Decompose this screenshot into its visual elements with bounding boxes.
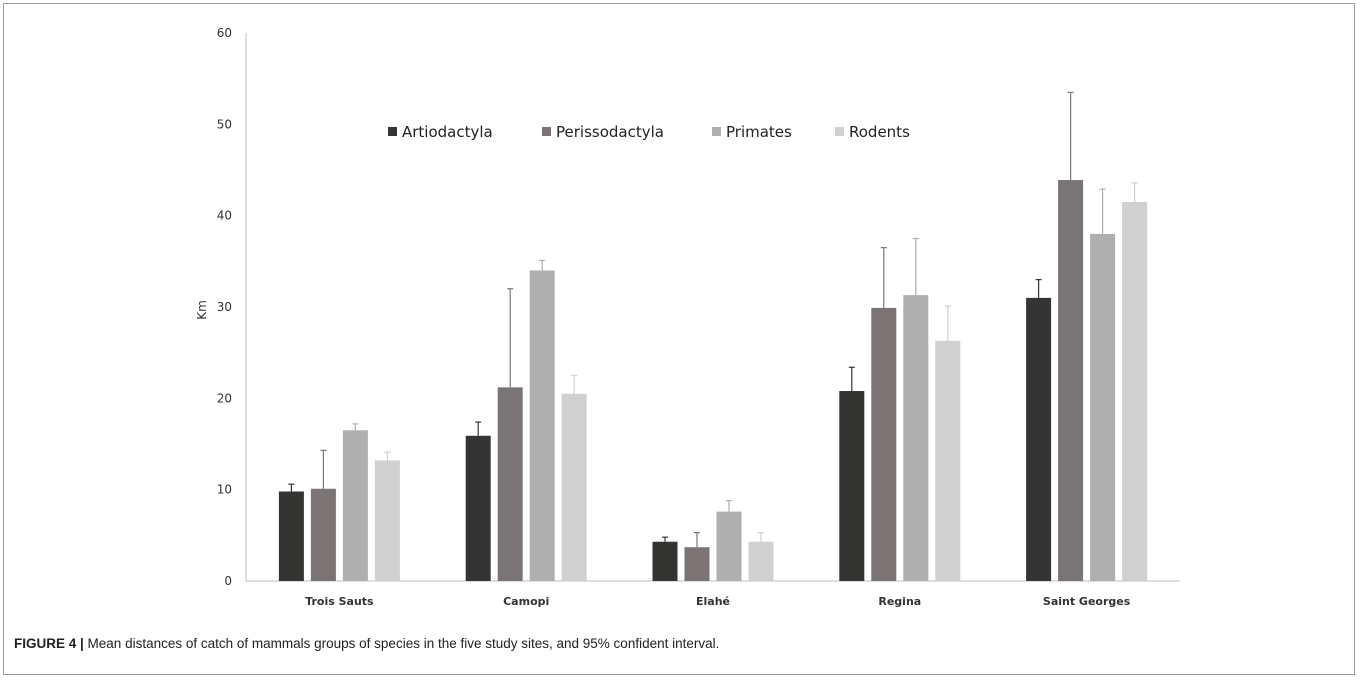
legend-swatch [388,127,397,136]
figure-caption-text: Mean distances of catch of mammals group… [83,636,720,651]
bar [497,387,523,581]
y-tick-label: 60 [217,26,232,40]
bar [465,435,491,581]
y-tick-label: 0 [224,574,232,588]
legend-swatch [712,127,721,136]
axis-labels: 0 10 20 30 40 50 60 Km Trois Sauts Camopi Elahé Reg… [195,26,1131,608]
bar [529,270,555,581]
bar [935,340,961,581]
x-tick-label: Trois Sauts [305,595,374,608]
bar [839,391,865,581]
legend-swatch [835,127,844,136]
bar [871,307,897,581]
bar [1026,297,1052,581]
figure-caption: FIGURE 4 | Mean distances of catch of ma… [14,636,719,651]
error-bars [288,91,1138,548]
bar [652,541,678,581]
legend-label: Rodents [849,123,910,141]
bar [1090,233,1116,581]
legend-label: Primates [726,123,792,141]
bar [278,491,304,581]
legend-label: Artiodactyla [402,123,493,141]
bar [374,460,400,581]
legend: Artiodactyla Perissodactyla Primates Rodent… [388,123,910,141]
x-tick-label: Camopi [503,595,549,608]
bar [342,430,368,581]
y-tick-label: 30 [217,300,232,314]
axes [245,33,1180,582]
bar [310,488,336,581]
legend-label: Perissodactyla [556,123,664,141]
bar [748,541,774,581]
x-tick-label: Elahé [696,595,730,608]
bar [1058,180,1084,581]
bar [561,393,587,581]
bars [278,180,1148,581]
y-axis-title: Km [195,300,209,320]
bar [1122,201,1148,581]
legend-swatch [542,127,551,136]
bar [716,511,742,581]
x-tick-label: Regina [878,595,921,608]
y-tick-label: 10 [217,483,232,497]
figure-label: FIGURE 4 | [14,636,84,651]
bar [684,547,710,581]
y-tick-label: 40 [217,209,232,223]
y-tick-label: 50 [217,117,232,131]
y-tick-label: 20 [217,391,232,405]
bar [903,295,929,581]
x-tick-label: Saint Georges [1043,595,1131,608]
